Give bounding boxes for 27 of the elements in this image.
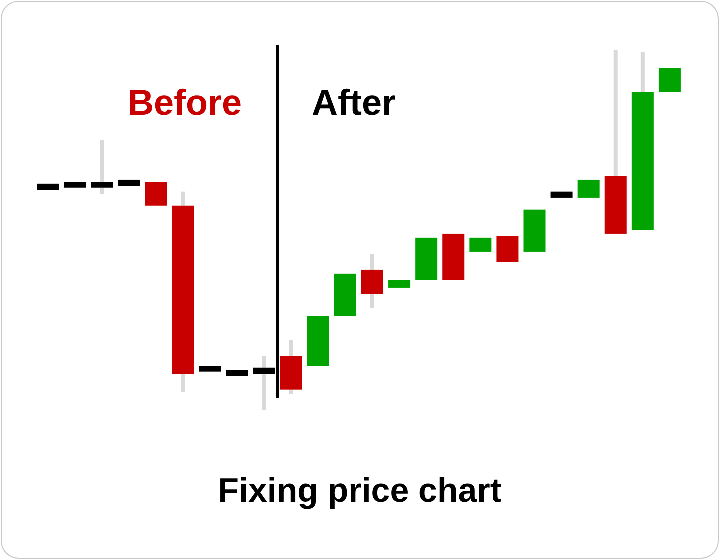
candlestick bbox=[442, 234, 465, 280]
candlestick bbox=[470, 238, 492, 252]
annotation: Before bbox=[128, 82, 242, 124]
candlestick bbox=[145, 182, 168, 206]
candlestick bbox=[550, 192, 573, 198]
candlestick bbox=[91, 140, 114, 194]
candlestick bbox=[362, 254, 384, 308]
candlestick bbox=[658, 68, 681, 92]
candlestick bbox=[280, 340, 302, 394]
candlestick bbox=[604, 50, 627, 234]
candlestick bbox=[416, 238, 438, 280]
candlestick bbox=[632, 52, 654, 230]
candlestick bbox=[578, 180, 600, 198]
candlestick bbox=[334, 274, 356, 316]
candlestick bbox=[524, 210, 546, 252]
candlestick bbox=[388, 280, 411, 288]
text: Fixing price chart bbox=[217, 472, 503, 511]
candlestick bbox=[307, 316, 330, 366]
candlestick bbox=[199, 366, 222, 372]
candlestick bbox=[172, 192, 194, 392]
candlestick bbox=[37, 184, 59, 190]
candlestick bbox=[64, 182, 86, 188]
candlestick bbox=[496, 236, 519, 262]
annotation: After bbox=[312, 82, 396, 124]
candlestick bbox=[253, 356, 276, 410]
candlestick bbox=[226, 370, 248, 376]
candlestick bbox=[118, 180, 140, 186]
